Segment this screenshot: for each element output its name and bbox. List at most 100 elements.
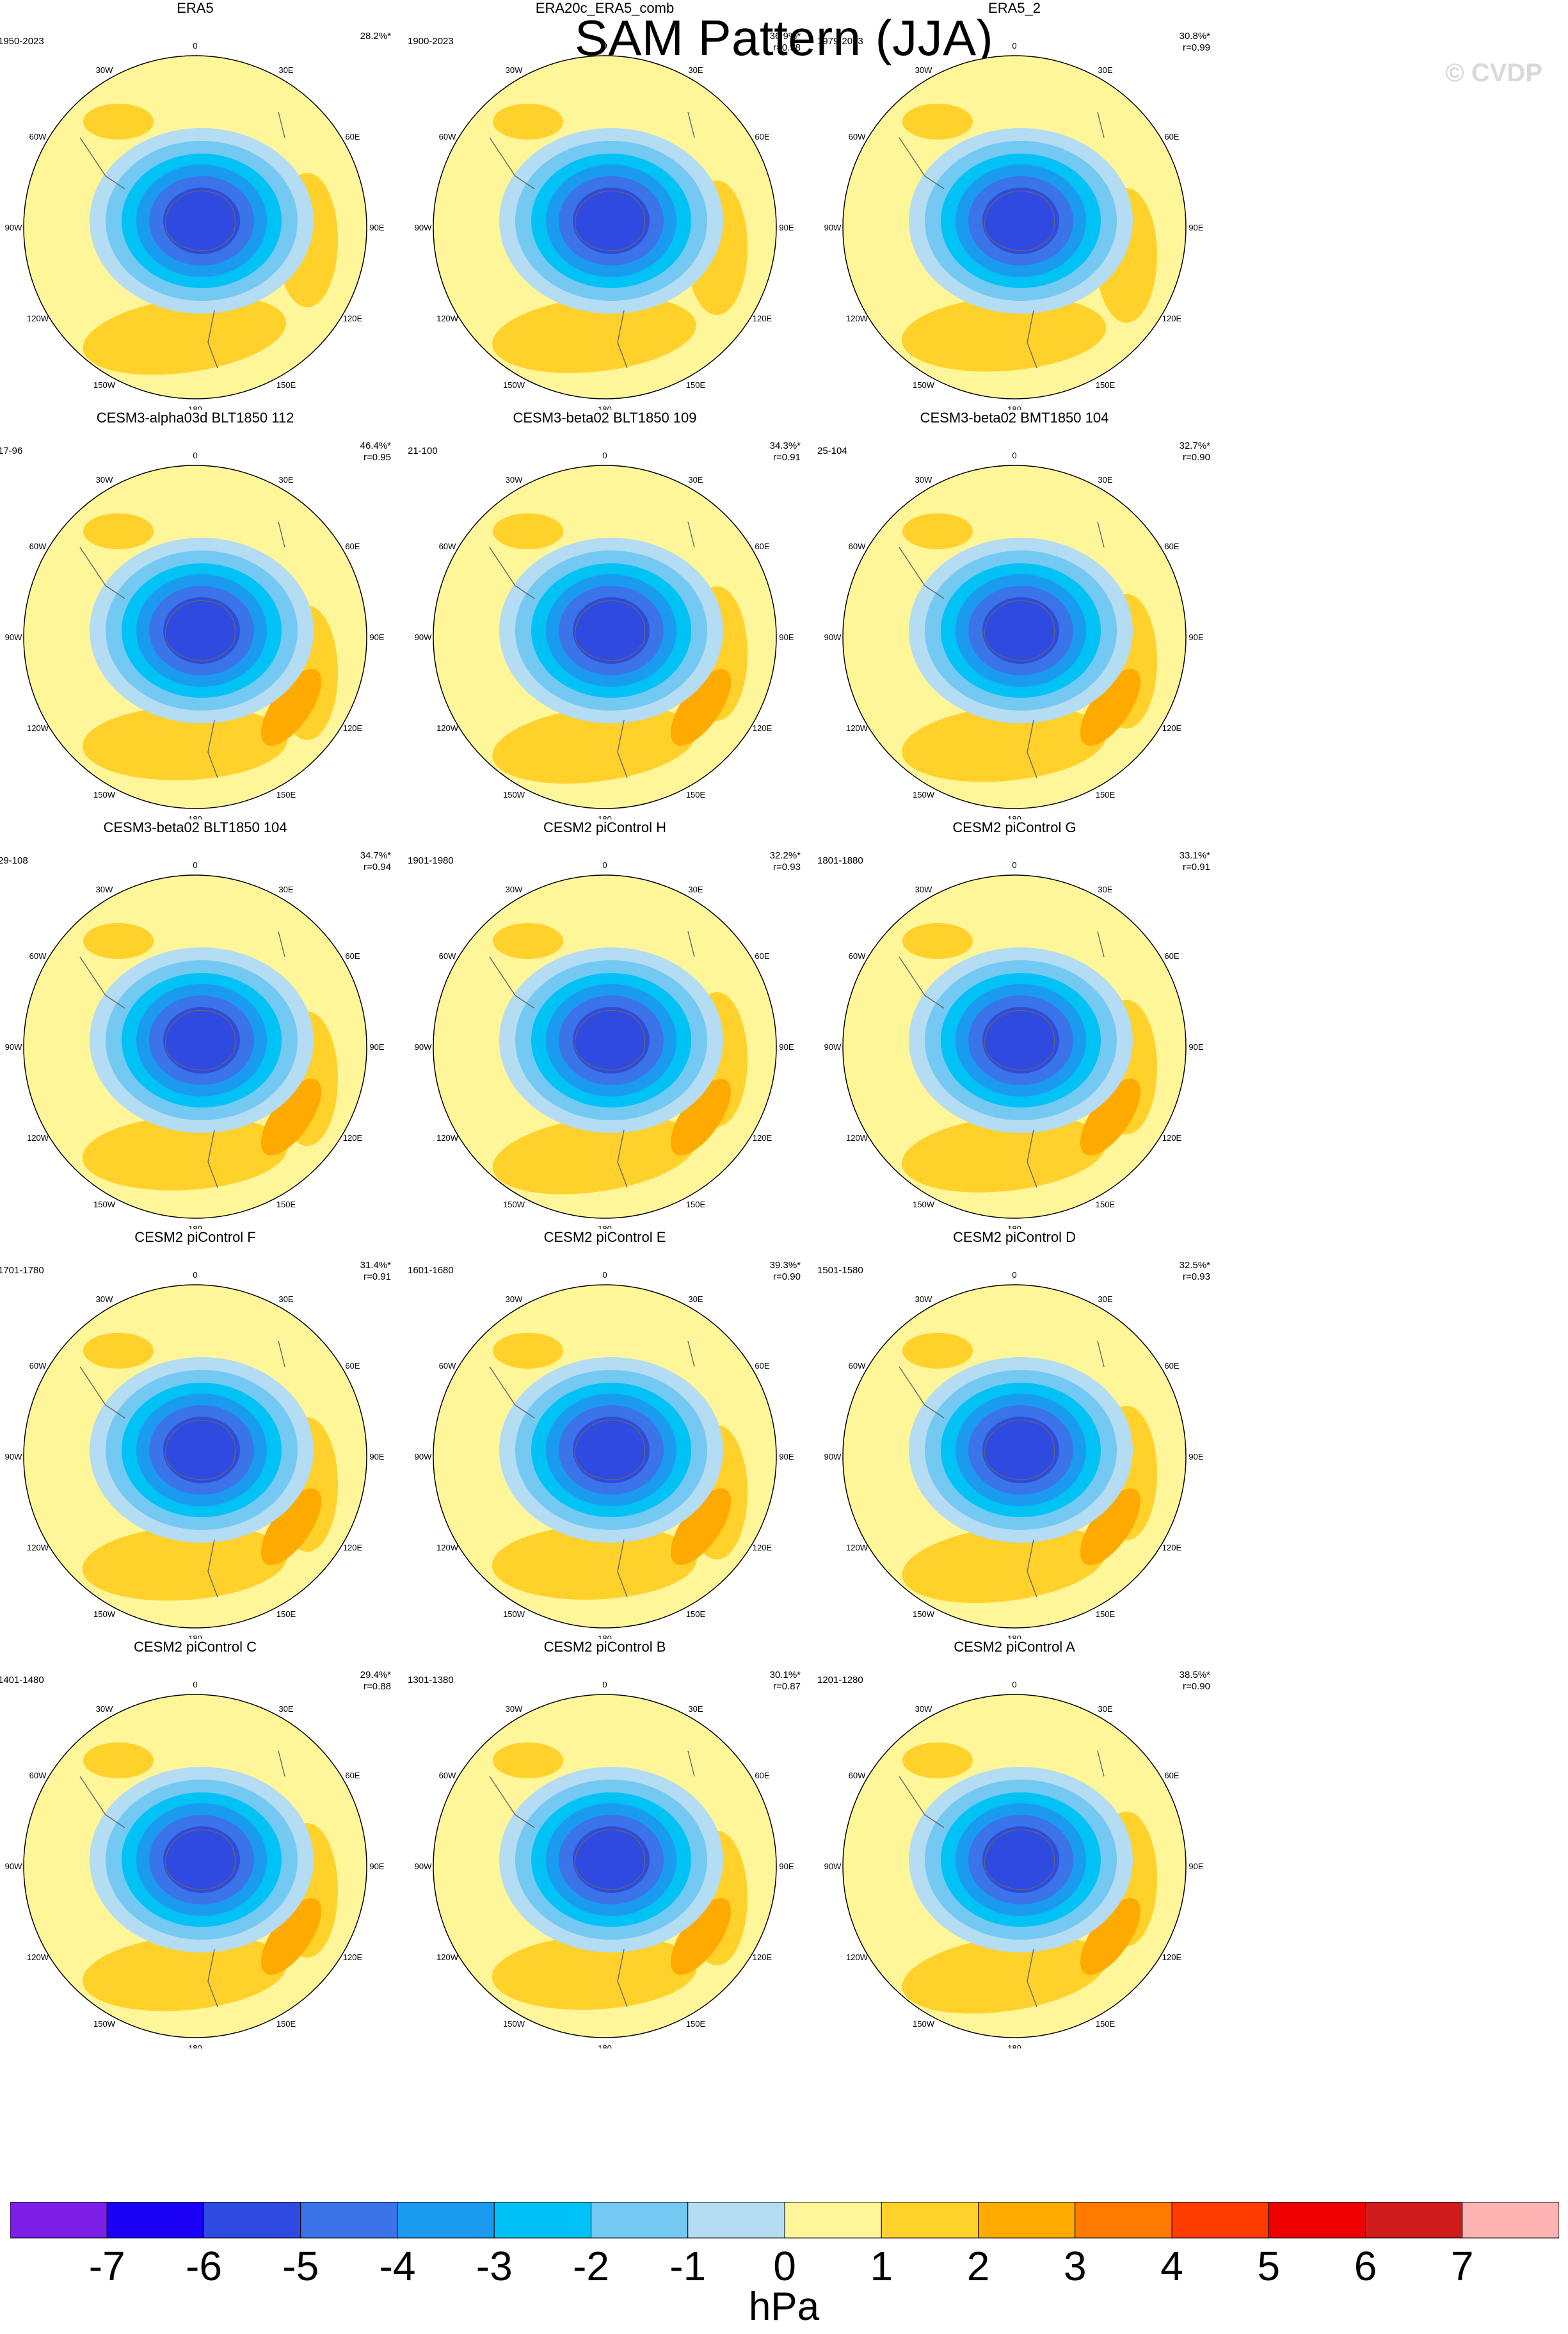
longitude-label: 150W <box>93 380 116 390</box>
panel-title: CESM2 piControl C <box>134 1639 257 1655</box>
panel-stats: 30.8%* r=0.99 <box>1180 31 1210 54</box>
panel-title: CESM2 piControl B <box>543 1639 666 1655</box>
colorbar-swatch <box>1171 2202 1269 2239</box>
positive-anomaly <box>902 1935 1106 2014</box>
longitude-label: 60W <box>29 951 47 961</box>
longitude-label: 90E <box>779 1452 794 1461</box>
longitude-label: 0 <box>1012 860 1016 870</box>
colorbar-label: -6 <box>186 2243 222 2285</box>
variance-explained: 34.7%* <box>360 850 391 861</box>
longitude-label: 180 <box>188 2043 202 2048</box>
longitude-label: 150E <box>686 790 706 800</box>
longitude-label: 60W <box>439 1361 456 1371</box>
negative-anomaly <box>163 188 240 254</box>
positive-anomaly <box>902 1333 973 1369</box>
polar-map: 0 30E 60E 90E 120E 150E 180 150W 120W 90W 60W 30W <box>415 1270 794 1639</box>
longitude-label: 180 <box>598 2043 612 2048</box>
positive-anomaly <box>260 1898 322 1975</box>
longitude-label: 30E <box>688 1294 703 1304</box>
positive-anomaly <box>493 1742 563 1778</box>
panel-years: 1301-1380 <box>408 1675 454 1686</box>
variance-explained: 46.4%* <box>360 440 391 451</box>
longitude-label: 120E <box>753 1543 772 1552</box>
longitude-label: 60W <box>439 132 456 141</box>
panel-stats: 32.7%* r=0.90 <box>1180 440 1210 463</box>
longitude-label: 180 <box>598 1634 612 1639</box>
panel-stats: 32.2%* r=0.93 <box>770 850 801 873</box>
panel-years: 1901-1980 <box>408 855 454 866</box>
map-panel: 0 30E 60E 90E 120E 150E 180 150W 120W 90W 60W 30W ER… <box>400 0 810 410</box>
negative-anomaly <box>982 1007 1059 1074</box>
map-panel: 0 30E 60E 90E 120E 150E 180 150W 120W 90W 60W 30W CE… <box>400 1639 810 2048</box>
panel-stats: 34.7%* r=0.94 <box>360 850 391 873</box>
map-boundary <box>842 1284 1187 1629</box>
longitude-label: 90E <box>369 1042 384 1052</box>
map-boundary <box>433 1284 777 1629</box>
longitude-label: 120W <box>436 1133 459 1143</box>
longitude-label: 150E <box>686 2019 706 2029</box>
positive-anomaly <box>260 669 322 746</box>
longitude-label: 30W <box>506 475 523 485</box>
longitude-label: 150W <box>93 790 116 800</box>
colorbar-label: 5 <box>1257 2243 1280 2285</box>
longitude-label: 150W <box>503 790 525 800</box>
coastline <box>899 111 1105 369</box>
panel-title: ERA20c_ERA5_comb <box>535 0 675 16</box>
longitude-label: 0 <box>1012 41 1016 51</box>
longitude-label: 30E <box>688 65 703 75</box>
panel-title: ERA5 <box>177 0 214 16</box>
negative-anomaly <box>982 597 1059 664</box>
variance-explained: 32.2%* <box>769 850 801 861</box>
positive-anomaly <box>1080 1079 1141 1155</box>
variance-explained: 33.1%* <box>1179 850 1210 861</box>
positive-anomaly <box>492 1935 697 2010</box>
pattern-correlation: r=0.90 <box>1183 452 1210 463</box>
variance-explained: 29.4%* <box>360 1670 391 1680</box>
longitude-label: 120W <box>846 1952 868 1962</box>
panel-years: 29-108 <box>0 855 28 866</box>
longitude-label: 60E <box>755 951 769 961</box>
longitude-label: 180 <box>1007 1634 1021 1639</box>
longitude-label: 180 <box>188 1634 202 1639</box>
panel-stats: 36.9%* r=0.98 <box>770 31 801 54</box>
longitude-label: 0 <box>193 451 197 460</box>
panel-years: 1950-2023 <box>0 36 44 47</box>
longitude-label: 150W <box>913 2019 935 2029</box>
longitude-label: 120E <box>753 314 772 323</box>
coastline <box>489 1750 695 2008</box>
colorbar-swatch <box>397 2202 495 2239</box>
longitude-label: 90W <box>415 223 432 232</box>
colorbar-swatch <box>10 2202 108 2239</box>
longitude-label: 30E <box>278 65 293 75</box>
coastline <box>489 931 695 1188</box>
map-boundary <box>842 1694 1187 2038</box>
panel-years: 17-96 <box>0 446 23 456</box>
variance-explained: 30.1%* <box>769 1670 801 1680</box>
polar-map: 0 30E 60E 90E 120E 150E 180 150W 120W 90W 60W 30W <box>5 451 385 819</box>
longitude-label: 0 <box>1012 451 1016 460</box>
longitude-label: 150E <box>686 1609 706 1619</box>
longitude-label: 90W <box>824 1452 842 1461</box>
longitude-label: 60E <box>345 132 360 141</box>
panel-stats: 38.5%* r=0.90 <box>1180 1670 1210 1693</box>
longitude-label: 150W <box>913 1609 935 1619</box>
longitude-label: 120E <box>343 1543 363 1552</box>
positive-anomaly <box>902 1742 973 1778</box>
colorbar-label: 6 <box>1354 2243 1377 2285</box>
longitude-label: 90E <box>1188 1862 1203 1871</box>
positive-anomaly <box>670 1488 732 1565</box>
positive-anomaly <box>670 669 732 746</box>
panel-years: 1900-2023 <box>408 36 454 47</box>
coastline <box>79 111 285 369</box>
longitude-label: 30W <box>915 1704 932 1714</box>
longitude-label: 60W <box>29 542 47 551</box>
pattern-correlation: r=0.87 <box>773 1681 801 1692</box>
positive-anomaly <box>902 1115 1106 1193</box>
pattern-correlation: r=0.91 <box>773 452 801 463</box>
positive-anomaly <box>82 1525 287 1601</box>
colorbar-swatch <box>300 2202 398 2239</box>
longitude-label: 60E <box>1164 1771 1179 1780</box>
positive-anomaly <box>83 923 154 959</box>
colorbar-swatch <box>1462 2202 1559 2239</box>
longitude-label: 150W <box>913 380 935 390</box>
